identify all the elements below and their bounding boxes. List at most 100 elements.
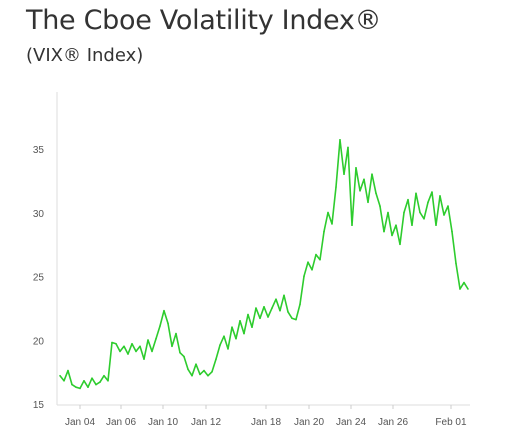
- data-point: [299, 303, 301, 306]
- data-point: [115, 343, 117, 345]
- data-point: [391, 234, 393, 237]
- data-point: [131, 343, 133, 345]
- data-point: [343, 173, 345, 175]
- data-point: [215, 358, 217, 360]
- data-point: [171, 345, 173, 348]
- data-point: [207, 374, 209, 377]
- data-point: [291, 317, 293, 320]
- data-point: [183, 355, 185, 358]
- data-point: [243, 332, 245, 335]
- data-point: [227, 348, 229, 350]
- series-group: [59, 139, 469, 390]
- data-point: [191, 374, 193, 377]
- x-tick-label: Jan 10: [148, 417, 178, 428]
- data-point: [147, 339, 149, 341]
- data-point: [383, 230, 385, 233]
- data-point: [447, 205, 449, 207]
- data-point: [435, 224, 437, 226]
- x-tick-label: Jan 18: [251, 417, 281, 428]
- y-tick-label: 15: [33, 400, 45, 411]
- data-point: [323, 230, 325, 233]
- data-point: [179, 351, 181, 354]
- chart-title: The Cboe Volatility Index®: [26, 5, 382, 36]
- x-tick-label: Jan 20: [294, 417, 324, 428]
- data-point: [71, 383, 73, 386]
- data-point: [411, 224, 413, 226]
- data-point: [195, 363, 197, 366]
- data-point: [423, 218, 425, 220]
- data-point: [87, 386, 89, 389]
- data-point: [63, 380, 65, 382]
- data-point: [67, 369, 69, 372]
- data-point: [199, 373, 201, 376]
- data-point: [139, 345, 141, 348]
- data-point: [415, 192, 417, 195]
- data-point: [99, 381, 101, 383]
- data-point: [419, 211, 421, 214]
- data-point: [339, 139, 341, 141]
- data-point: [439, 195, 441, 197]
- y-tick-label: 35: [33, 145, 45, 156]
- data-point: [187, 368, 189, 371]
- data-point: [395, 224, 397, 226]
- data-point: [467, 288, 469, 290]
- x-tick-label: Jan 26: [378, 417, 408, 428]
- data-point: [251, 326, 253, 329]
- data-point: [103, 374, 105, 377]
- data-point: [211, 371, 213, 373]
- data-point: [335, 186, 337, 188]
- data-point: [459, 288, 461, 290]
- data-point: [127, 353, 129, 355]
- data-point: [107, 380, 109, 382]
- data-point: [375, 192, 377, 195]
- data-point: [367, 201, 369, 204]
- data-point: [203, 369, 205, 372]
- data-point: [403, 211, 405, 214]
- y-tick-label: 25: [33, 273, 45, 284]
- data-point: [163, 309, 165, 312]
- data-point: [223, 335, 225, 338]
- data-point: [159, 325, 161, 327]
- data-point: [443, 214, 445, 216]
- data-point: [311, 269, 313, 271]
- data-point: [463, 281, 465, 284]
- data-point: [143, 358, 145, 360]
- data-point: [75, 386, 77, 389]
- data-point: [263, 306, 265, 308]
- data-point: [331, 223, 333, 225]
- data-point: [379, 205, 381, 207]
- y-tick-label: 30: [33, 209, 45, 220]
- data-point: [451, 230, 453, 233]
- data-point: [363, 178, 365, 181]
- data-point: [155, 337, 157, 340]
- data-point: [279, 309, 281, 312]
- data-point: [315, 253, 317, 256]
- data-point: [407, 198, 409, 201]
- data-point: [307, 261, 309, 264]
- data-point: [219, 344, 221, 346]
- data-point: [235, 337, 237, 340]
- data-point: [275, 298, 277, 301]
- data-point: [355, 167, 357, 169]
- data-point: [399, 243, 401, 246]
- data-point: [427, 201, 429, 204]
- data-point: [83, 380, 85, 382]
- data-point: [283, 294, 285, 297]
- data-point: [111, 341, 113, 344]
- data-point: [259, 317, 261, 320]
- data-point: [79, 387, 81, 390]
- data-point: [151, 350, 153, 353]
- data-point: [295, 318, 297, 321]
- data-point: [387, 211, 389, 214]
- data-point: [287, 311, 289, 313]
- x-tick-label: Feb 01: [435, 417, 467, 428]
- x-tick-label: Jan 04: [65, 417, 95, 428]
- data-point: [95, 383, 97, 386]
- vix-series-line: [59, 139, 469, 390]
- data-point: [431, 191, 433, 193]
- data-point: [351, 224, 353, 226]
- data-point: [123, 345, 125, 348]
- chart-subtitle: (VIX® Index): [26, 45, 144, 66]
- data-point: [455, 262, 457, 265]
- data-point: [255, 307, 257, 309]
